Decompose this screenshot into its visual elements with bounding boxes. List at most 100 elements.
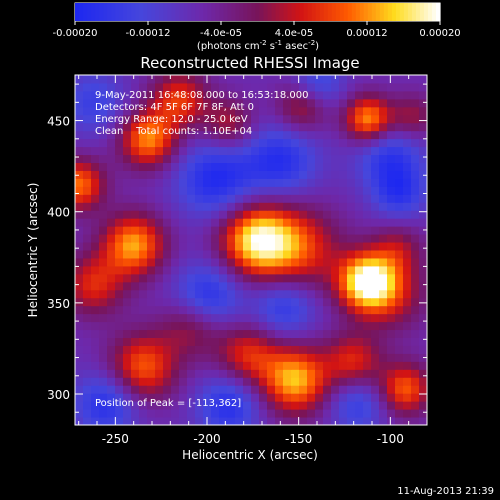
heatmap-cell xyxy=(403,265,412,275)
heatmap-cell xyxy=(147,186,156,195)
heatmap-cell xyxy=(379,178,388,187)
heatmap-cell xyxy=(339,194,348,203)
heatmap-cell xyxy=(251,154,260,163)
heatmap-cell xyxy=(283,242,292,251)
heatmap-cell xyxy=(355,369,364,378)
heatmap-cell xyxy=(179,210,188,219)
heatmap-cell xyxy=(347,162,356,171)
heatmap-cell xyxy=(139,138,148,148)
heatmap-cell xyxy=(227,242,236,251)
colorbar-cell xyxy=(155,3,160,21)
heatmap-cell xyxy=(267,281,276,291)
heatmap-cell xyxy=(403,98,412,108)
heatmap-cell xyxy=(355,234,364,243)
heatmap-cell xyxy=(379,289,388,299)
heatmap-cell xyxy=(371,329,380,338)
heatmap-cell xyxy=(315,385,324,394)
heatmap-cell xyxy=(387,98,396,108)
heatmap-cell xyxy=(387,313,396,323)
heatmap-cell xyxy=(91,226,100,235)
heatmap-cell xyxy=(251,202,260,211)
heatmap-cell xyxy=(419,75,428,84)
heatmap-cell xyxy=(155,250,164,259)
colorbar-cell xyxy=(239,3,245,21)
heatmap-cell xyxy=(179,281,188,291)
heatmap-cell xyxy=(187,98,196,108)
heatmap-cell xyxy=(347,329,356,338)
heatmap-cell xyxy=(283,234,292,243)
heatmap-cell xyxy=(155,186,164,195)
heatmap-cell xyxy=(307,154,316,163)
heatmap-cell xyxy=(187,289,196,299)
heatmap-cell xyxy=(363,82,372,92)
heatmap-cell xyxy=(299,178,308,187)
heatmap-cell xyxy=(99,226,108,235)
heatmap-cell xyxy=(171,361,180,370)
heatmap-cell xyxy=(275,409,284,418)
heatmap-cell xyxy=(283,257,292,267)
heatmap-cell xyxy=(75,114,84,124)
heatmap-cell xyxy=(355,250,364,259)
heatmap-cell xyxy=(283,170,292,179)
heatmap-cell xyxy=(331,337,340,346)
heatmap-cell xyxy=(307,401,316,410)
heatmap-cell xyxy=(243,82,252,92)
heatmap-cell xyxy=(99,409,108,418)
heatmap-cell xyxy=(363,369,372,378)
heatmap-cell xyxy=(315,273,324,283)
heatmap-cell xyxy=(227,369,236,378)
heatmap-cell xyxy=(315,265,324,275)
heatmap-cell xyxy=(371,345,380,354)
heatmap-cell xyxy=(291,130,300,140)
heatmap-cell xyxy=(171,242,180,251)
heatmap-cell xyxy=(115,250,124,259)
heatmap-cell xyxy=(331,393,340,402)
heatmap-cell xyxy=(131,130,140,140)
heatmap-cell xyxy=(395,385,404,394)
heatmap-cell xyxy=(211,114,220,124)
heatmap-cell xyxy=(267,162,276,171)
heatmap-cell xyxy=(179,417,188,426)
heatmap-cell xyxy=(139,401,148,410)
heatmap-cell xyxy=(323,138,332,148)
heatmap-cell xyxy=(211,313,220,323)
heatmap-cell xyxy=(155,194,164,203)
heatmap-cell xyxy=(307,218,316,227)
heatmap-cell xyxy=(395,186,404,195)
heatmap-cell xyxy=(99,162,108,171)
heatmap-cell xyxy=(107,82,116,92)
heatmap-cell xyxy=(107,75,116,84)
heatmap-cell xyxy=(139,114,148,124)
heatmap-cell xyxy=(131,234,140,243)
heatmap-cell xyxy=(91,138,100,148)
heatmap-cell xyxy=(355,313,364,323)
heatmap-cell xyxy=(139,75,148,84)
heatmap-cell xyxy=(179,265,188,275)
heatmap-cell xyxy=(403,250,412,259)
heatmap-cell xyxy=(75,257,84,267)
heatmap-cell xyxy=(291,162,300,171)
heatmap-cell xyxy=(227,409,236,418)
heatmap-cell xyxy=(267,146,276,156)
heatmap-cell xyxy=(307,321,316,331)
heatmap-cell xyxy=(171,369,180,378)
heatmap-cell xyxy=(99,138,108,148)
heatmap-cell xyxy=(115,218,124,227)
heatmap-cell xyxy=(379,114,388,124)
heatmap-cell xyxy=(243,345,252,354)
heatmap-cell xyxy=(91,250,100,259)
heatmap-cell xyxy=(235,281,244,291)
heatmap-cell xyxy=(219,226,228,235)
heatmap-cell xyxy=(419,385,428,394)
heatmap-cell xyxy=(131,106,140,116)
heatmap-cell xyxy=(211,345,220,354)
heatmap-cell xyxy=(267,337,276,346)
heatmap-cell xyxy=(251,361,260,370)
heatmap-cell xyxy=(355,194,364,203)
heatmap-cell xyxy=(179,194,188,203)
heatmap-cell xyxy=(371,90,380,100)
heatmap-cell xyxy=(203,178,212,187)
heatmap-cell xyxy=(275,273,284,283)
heatmap-cell xyxy=(139,194,148,203)
heatmap-cell xyxy=(227,114,236,124)
